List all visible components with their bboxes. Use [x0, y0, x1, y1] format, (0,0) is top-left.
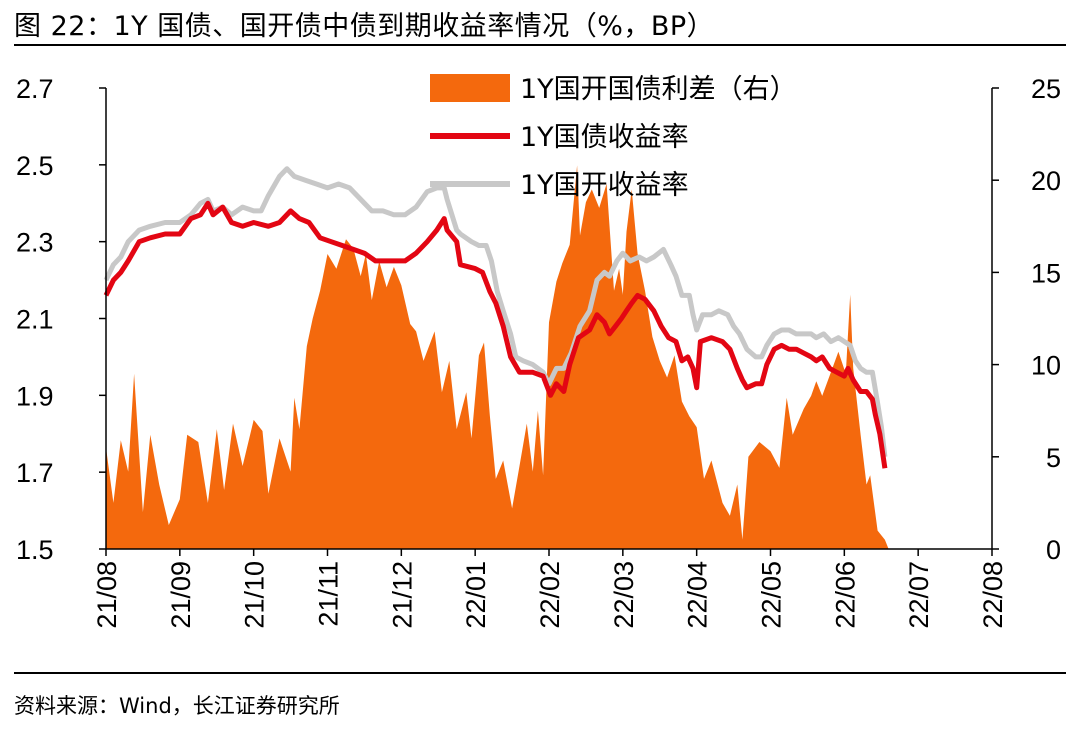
x-tick-label: 22/05	[757, 561, 787, 629]
x-tick-label: 22/07	[904, 561, 934, 629]
left-tick-label: 1.7	[16, 458, 54, 488]
right-tick-label: 25	[1031, 74, 1061, 104]
right-tick-label: 0	[1046, 535, 1061, 565]
right-tick-label: 10	[1031, 351, 1061, 381]
left-tick-label: 2.3	[16, 228, 54, 258]
cdb-yield-line	[103, 166, 888, 458]
x-tick-label: 21/10	[240, 561, 270, 629]
x-tick-label: 21/11	[314, 561, 344, 627]
spread-area	[106, 165, 889, 549]
right-tick-label: 15	[1031, 258, 1061, 288]
spread-area-layer	[106, 165, 889, 549]
treasury-yield-line	[103, 200, 888, 469]
x-tick-label: 22/06	[830, 561, 860, 629]
right-tick-label: 20	[1031, 166, 1061, 196]
legend-swatch-spread	[430, 74, 510, 102]
legend-label: 1Y国债收益率	[520, 122, 689, 153]
axes-layer: 2.7 2.5 2.3 2.1 1.9 1.7 1.5 25 20 15 10 5 0 21/08 21/0…	[16, 74, 1061, 629]
x-tick-label: 21/12	[387, 561, 417, 629]
left-tick-label: 1.5	[16, 535, 54, 565]
footer-divider	[14, 672, 1066, 674]
left-tick-label: 1.9	[16, 381, 54, 411]
x-tick-label: 22/04	[683, 561, 713, 629]
legend-label: 1Y国开国债利差（右）	[520, 74, 797, 105]
right-tick-label: 5	[1046, 443, 1061, 473]
left-tick-label: 2.7	[16, 74, 54, 104]
title-divider	[14, 44, 1066, 46]
x-tick-label: 22/01	[461, 561, 491, 629]
figure-title: 图 22：1Y 国债、国开债中债到期收益率情况（%，BP）	[14, 11, 715, 42]
yield-lines-layer	[103, 166, 888, 469]
x-tick-label: 22/03	[609, 561, 639, 629]
left-tick-label: 2.1	[16, 305, 54, 335]
left-tick-label: 2.5	[16, 151, 54, 181]
x-tick-label: 21/09	[166, 561, 196, 629]
legend-label: 1Y国开收益率	[520, 170, 689, 201]
x-tick-label: 21/08	[92, 561, 122, 629]
chart-legend: 1Y国开国债利差（右） 1Y国债收益率 1Y国开收益率	[430, 74, 797, 201]
x-tick-label: 22/08	[978, 561, 1008, 629]
source-note: 资料来源：Wind，长江证券研究所	[14, 694, 340, 718]
x-tick-label: 22/02	[535, 561, 565, 629]
